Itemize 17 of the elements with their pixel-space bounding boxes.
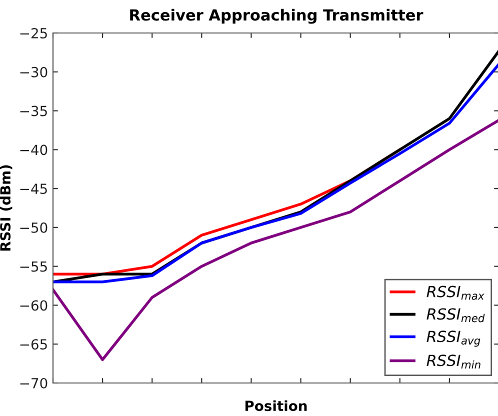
y-tick-label: −30 [20,66,48,78]
y-tick-label: −50 [20,222,48,233]
y-tick-label: −25 [20,28,47,38]
y-axis-title: RSSI (dBm) [0,165,12,251]
legend-label: RSSI$_{min}$ [426,354,480,368]
legend-label: RSSI$_{avg}$ [426,330,480,347]
y-tick-label: −55 [20,261,47,272]
y-tick-label: −35 [20,106,47,116]
x-axis-title: Position [245,400,307,412]
y-tick-label: −65 [20,339,47,350]
chart-title: Receiver Approaching Transmitter [130,8,424,24]
legend-label: RSSI$_{max}$ [426,286,484,300]
y-tick-label: −40 [20,144,48,156]
y-tick-label: −45 [20,184,47,194]
legend-label: RSSI$_{med}$ [426,308,485,322]
y-tick-label: −70 [20,378,48,388]
y-tick-label: −60 [20,300,48,311]
